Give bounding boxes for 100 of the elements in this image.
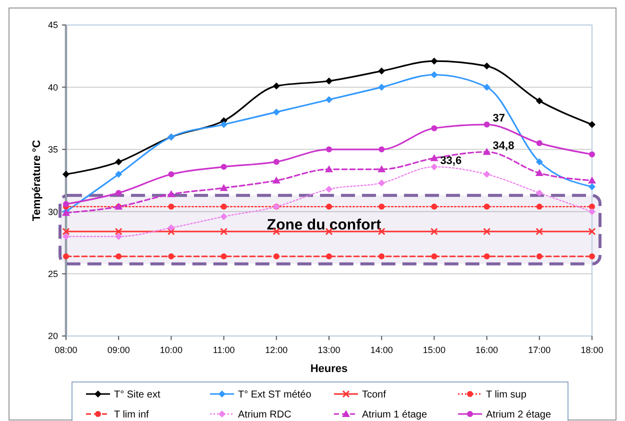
x-tick-label: 10:00 xyxy=(160,345,182,355)
legend-label: T lim sup xyxy=(486,390,527,400)
point xyxy=(273,158,280,165)
point xyxy=(431,253,438,260)
annotation: 34,8 xyxy=(492,140,514,152)
point xyxy=(536,158,543,166)
point xyxy=(220,253,227,260)
point xyxy=(536,204,542,210)
point xyxy=(378,253,385,260)
y-tick-label: 25 xyxy=(48,268,58,279)
point xyxy=(536,97,543,104)
point xyxy=(430,58,438,65)
point xyxy=(272,82,280,90)
point xyxy=(536,189,543,196)
point xyxy=(63,253,69,260)
y-tick-label: 40 xyxy=(48,82,58,92)
x-tick-label: 09:00 xyxy=(107,345,130,355)
point xyxy=(326,96,332,104)
point xyxy=(326,77,332,84)
point xyxy=(536,140,542,146)
point xyxy=(378,68,386,75)
point xyxy=(589,204,595,210)
legend-label: T lim inf xyxy=(114,410,150,420)
point xyxy=(115,232,122,240)
point xyxy=(220,228,228,236)
point xyxy=(484,122,490,128)
legend-label: Tconf xyxy=(362,390,386,400)
y-tick-label: 45 xyxy=(48,20,58,30)
point xyxy=(168,253,174,260)
point xyxy=(482,148,491,155)
x-tick-label: 18:00 xyxy=(580,345,604,355)
point xyxy=(272,108,280,116)
legend-label: Atrium RDC xyxy=(238,410,292,420)
point xyxy=(483,170,490,178)
y-tick-label: 35 xyxy=(48,144,58,155)
point xyxy=(167,190,176,198)
point xyxy=(588,183,596,190)
point xyxy=(168,171,174,178)
point xyxy=(484,253,490,260)
point xyxy=(63,201,69,208)
x-axis-title: Heures xyxy=(310,363,348,375)
point xyxy=(483,228,491,236)
point xyxy=(483,62,490,70)
x-tick-label: 15:00 xyxy=(422,345,446,355)
y-tick-label: 30 xyxy=(48,206,58,217)
point xyxy=(272,176,280,184)
point xyxy=(62,232,70,240)
annotation: 37 xyxy=(492,112,506,125)
point xyxy=(589,253,595,260)
point xyxy=(536,228,544,236)
point xyxy=(326,146,332,152)
point xyxy=(483,84,490,91)
point xyxy=(115,170,122,178)
point xyxy=(114,228,122,236)
point xyxy=(588,208,596,216)
point xyxy=(378,204,385,210)
legend-label: Atrium 1 étage xyxy=(362,410,428,420)
point xyxy=(431,125,438,132)
point xyxy=(62,170,70,178)
point xyxy=(430,228,438,236)
legend-label: T° Ext ST météo xyxy=(238,390,312,400)
point xyxy=(220,121,228,128)
point xyxy=(167,228,175,236)
point xyxy=(588,228,596,236)
point xyxy=(378,179,386,186)
point xyxy=(589,151,595,158)
point xyxy=(431,204,438,210)
point xyxy=(378,165,386,172)
legend-label: T° Site ext xyxy=(114,390,160,400)
x-tick-label: 08:00 xyxy=(54,345,78,355)
point xyxy=(326,204,332,210)
point xyxy=(326,253,332,260)
legend-label: Atrium 2 étage xyxy=(486,410,552,420)
point xyxy=(273,253,280,260)
point xyxy=(430,163,438,170)
x-tick-label: 12:00 xyxy=(265,345,288,355)
y-axis-title: Température °C xyxy=(31,140,43,222)
point xyxy=(220,164,227,170)
point xyxy=(220,204,227,210)
x-tick-label: 17:00 xyxy=(528,345,551,355)
point xyxy=(535,169,544,176)
point xyxy=(378,146,385,152)
point xyxy=(325,165,333,172)
x-tick-label: 11:00 xyxy=(212,345,235,355)
point xyxy=(378,84,386,91)
point xyxy=(536,253,542,260)
point xyxy=(588,121,596,128)
point xyxy=(588,176,596,184)
band-label: Zone du confort xyxy=(266,216,382,234)
point xyxy=(430,71,438,78)
point xyxy=(62,228,70,236)
point xyxy=(168,224,175,232)
x-tick-label: 16:00 xyxy=(476,345,498,355)
y-tick-label: 20 xyxy=(48,331,58,342)
x-tick-label: 13:00 xyxy=(318,345,340,355)
point xyxy=(116,190,122,196)
annotation: 33,6 xyxy=(440,154,462,167)
point xyxy=(116,253,122,260)
point xyxy=(115,158,122,166)
point xyxy=(430,154,438,162)
